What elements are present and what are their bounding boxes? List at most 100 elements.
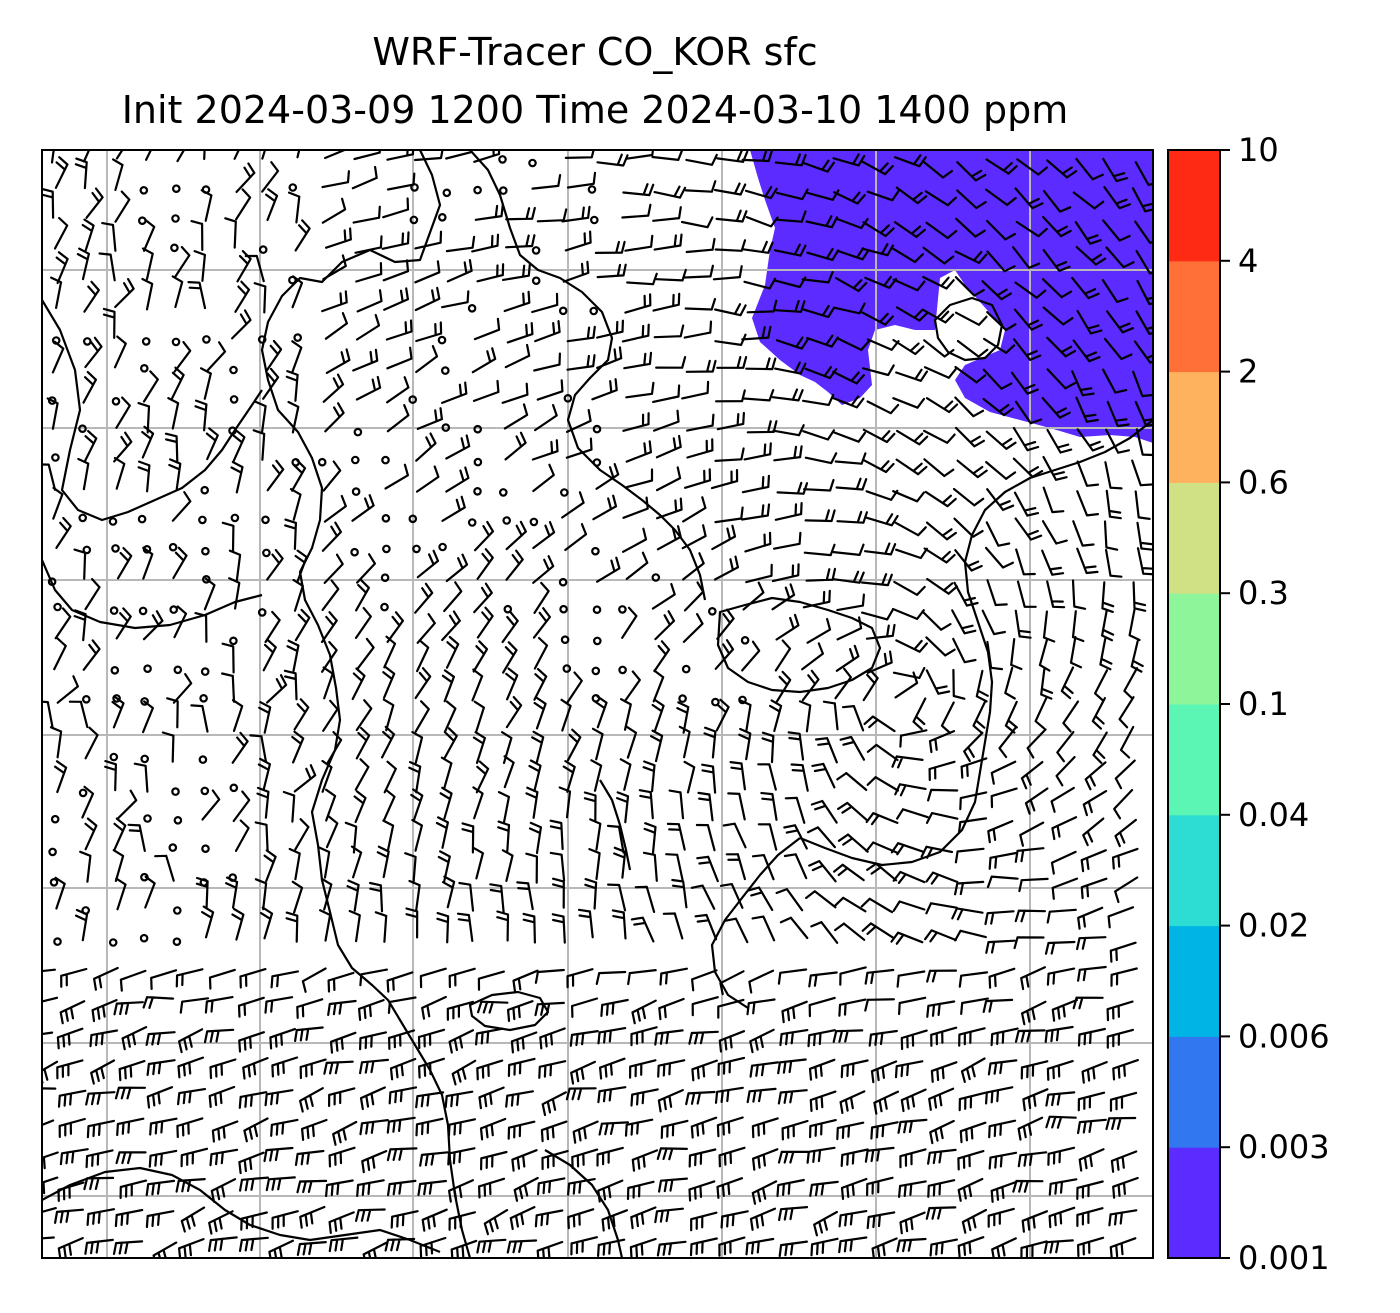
- wind-barb: [565, 437, 593, 459]
- wind-barb: [441, 290, 470, 309]
- calm-wind-mark: [47, 396, 57, 405]
- wind-barb: [654, 1029, 684, 1046]
- wind-barb: [836, 616, 863, 641]
- wind-barb: [42, 1207, 57, 1224]
- wind-barb: [894, 671, 919, 699]
- wind-barb: [296, 1241, 327, 1256]
- wind-barb: [326, 731, 343, 764]
- wind-barb: [141, 425, 155, 459]
- wind-barb: [1136, 521, 1153, 551]
- wind-barb: [741, 503, 771, 521]
- wind-barb: [145, 1179, 176, 1197]
- wind-barb: [688, 1030, 719, 1045]
- wind-barb: [1107, 906, 1135, 929]
- calm-wind-mark: [618, 665, 627, 675]
- wind-barb: [473, 582, 493, 614]
- wind-barb: [656, 1240, 687, 1257]
- wind-barb: [263, 849, 277, 883]
- wind-barb: [209, 1148, 239, 1167]
- wind-barb: [1051, 877, 1079, 900]
- wind-barb: [167, 397, 180, 430]
- wind-barb: [896, 429, 929, 446]
- wind-barb: [382, 698, 395, 732]
- wind-barb: [892, 397, 926, 409]
- wind-barb: [714, 447, 745, 462]
- wind-barb: [178, 1238, 205, 1258]
- wind-barb: [892, 900, 926, 912]
- wind-barb: [1016, 580, 1037, 608]
- wind-barb: [171, 491, 192, 522]
- wind-barb: [625, 381, 655, 399]
- wind-barb: [414, 286, 441, 312]
- wind-barb: [1045, 1091, 1076, 1107]
- wind-barb: [861, 311, 894, 326]
- wind-barb: [656, 525, 682, 551]
- wind-barb: [1014, 517, 1043, 541]
- wind-barb: [416, 639, 430, 673]
- wind-barb: [534, 1001, 565, 1017]
- wind-barb: [386, 1147, 418, 1162]
- wind-barb: [594, 695, 608, 729]
- wind-barb: [895, 368, 928, 382]
- calm-wind-mark: [740, 635, 750, 645]
- wind-barb: [113, 456, 126, 490]
- wind-barb: [269, 1028, 297, 1050]
- calm-wind-mark: [172, 184, 181, 194]
- wind-barb: [502, 263, 531, 281]
- wind-barb: [443, 727, 458, 760]
- wind-barb: [382, 819, 395, 853]
- wind-barb: [591, 378, 618, 401]
- wind-barb: [810, 921, 839, 944]
- wind-barb: [448, 967, 476, 989]
- wind-barb: [1056, 730, 1075, 763]
- wind-barb: [1072, 996, 1104, 1010]
- wind-barb: [208, 1236, 238, 1252]
- wind-barb: [925, 871, 959, 885]
- calm-wind-mark: [528, 158, 537, 168]
- wind-barb: [511, 1149, 538, 1172]
- wind-barb: [121, 1026, 148, 1051]
- wind-barb: [294, 608, 311, 642]
- wind-barb: [350, 845, 363, 879]
- wind-barb: [577, 908, 594, 939]
- wind-barb: [93, 966, 119, 991]
- wind-barb: [386, 971, 414, 993]
- wind-barb: [243, 1117, 269, 1143]
- wind-barb: [655, 268, 687, 282]
- wind-barb: [659, 967, 688, 986]
- wind-barb: [891, 247, 924, 263]
- wind-barb: [809, 1090, 837, 1112]
- wind-barb: [531, 439, 559, 461]
- wind-barb: [506, 1239, 538, 1254]
- wind-barb: [570, 1236, 598, 1256]
- wind-barb: [354, 235, 383, 254]
- wind-barb: [864, 542, 897, 556]
- wind-barb: [534, 1209, 564, 1228]
- wind-barb: [497, 791, 510, 824]
- wind-barb: [1016, 158, 1048, 176]
- wind-barb: [472, 731, 486, 764]
- calm-wind-mark: [711, 697, 720, 707]
- calm-wind-mark: [498, 155, 507, 164]
- wind-barb: [480, 1150, 508, 1171]
- wind-barb: [771, 583, 796, 611]
- wind-barb: [114, 1086, 146, 1100]
- wind-barb: [696, 855, 719, 883]
- wind-barb: [701, 763, 717, 794]
- calm-wind-mark: [112, 694, 121, 703]
- wind-barb: [1010, 371, 1039, 395]
- wind-barb: [836, 593, 865, 612]
- wind-barb: [1113, 788, 1134, 820]
- wind-barb: [600, 998, 629, 1017]
- wind-barb: [713, 555, 739, 581]
- wind-barb: [506, 322, 534, 344]
- wind-barb: [540, 1120, 568, 1143]
- wind-barb: [483, 1209, 509, 1236]
- wind-barb: [717, 1056, 746, 1076]
- wind-barb: [56, 1027, 84, 1050]
- wind-barb: [691, 1059, 718, 1082]
- calm-wind-mark: [502, 516, 512, 525]
- wind-barb: [1046, 908, 1077, 924]
- wind-barb: [355, 726, 371, 760]
- wind-barb: [536, 1177, 566, 1196]
